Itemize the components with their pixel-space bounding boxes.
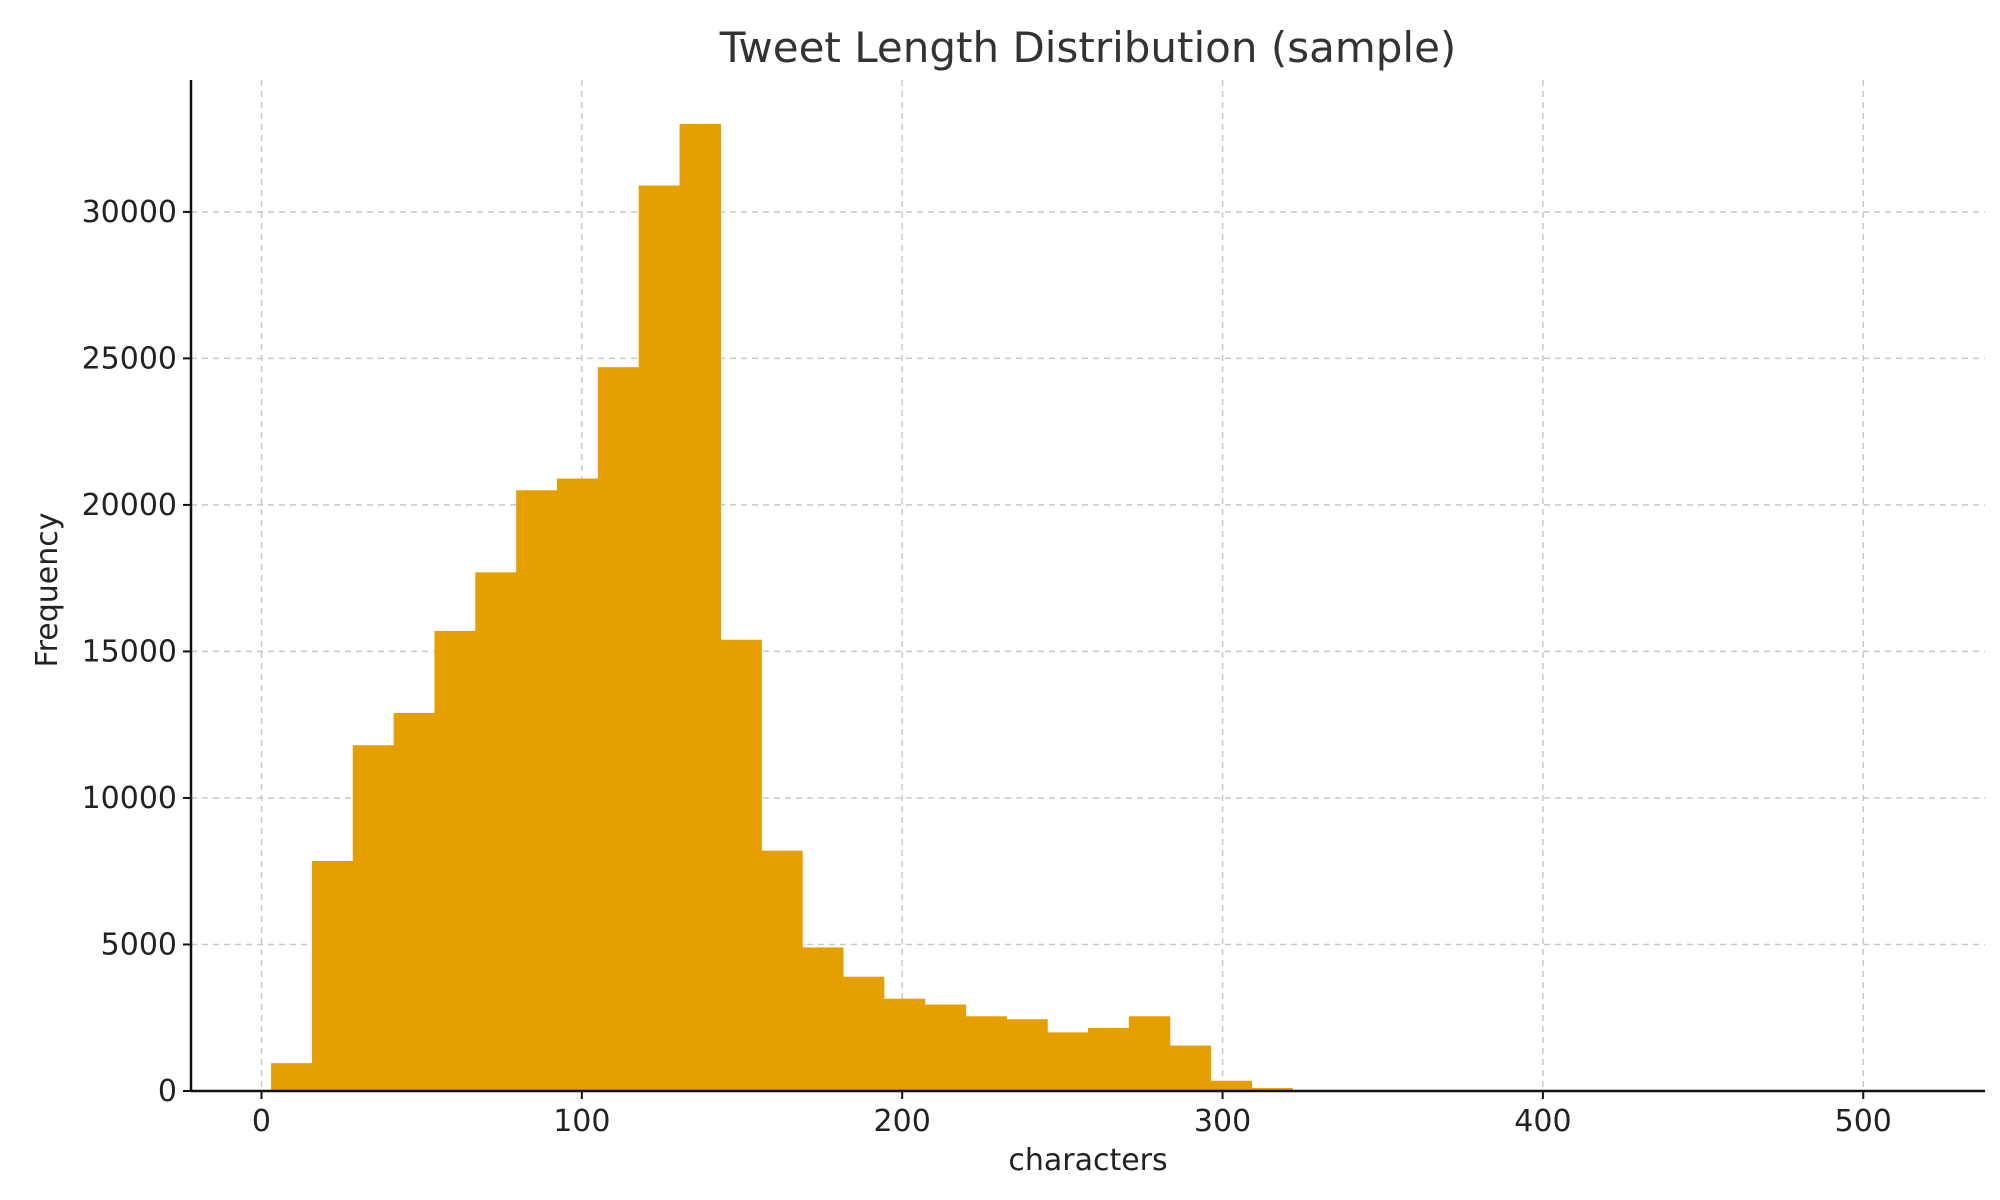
histogram-bar <box>924 1004 967 1091</box>
x-tick-label: 300 <box>1194 1104 1251 1139</box>
y-tick-label: 30000 <box>82 195 177 230</box>
histogram-bar <box>965 1016 1007 1091</box>
histogram-bar <box>1128 1016 1171 1091</box>
x-tick-label: 200 <box>874 1104 931 1139</box>
histogram-bar <box>271 1063 313 1091</box>
histogram-bar <box>352 745 395 1091</box>
histogram-bar <box>1169 1045 1212 1091</box>
y-tick-label: 5000 <box>101 927 177 962</box>
y-axis-ticks: 0 5000 10000 15000 20000 25000 30000 <box>82 195 191 1109</box>
histogram-bar <box>1047 1032 1089 1091</box>
histogram-bar <box>883 998 926 1091</box>
histogram-bar <box>597 367 640 1091</box>
y-axis-label: Frequency <box>30 513 65 668</box>
y-tick-label: 25000 <box>82 341 177 376</box>
histogram-bar <box>1088 1027 1130 1091</box>
histogram-bars <box>271 123 1293 1091</box>
y-tick-label: 20000 <box>82 488 177 523</box>
x-tick-label: 400 <box>1514 1104 1571 1139</box>
y-tick-label: 15000 <box>82 634 177 669</box>
histogram-bar <box>842 976 885 1091</box>
x-tick-label: 500 <box>1835 1104 1892 1139</box>
histogram-bar <box>761 850 803 1091</box>
x-tick-label: 0 <box>252 1104 271 1139</box>
histogram-bar <box>311 860 354 1091</box>
histogram-bar <box>475 572 517 1091</box>
histogram-bar <box>679 123 721 1091</box>
histogram-bar <box>1006 1019 1048 1091</box>
y-tick-label: 10000 <box>82 781 177 816</box>
histogram-bar <box>720 639 762 1091</box>
axes <box>189 80 1985 1093</box>
histogram-bar <box>434 630 476 1091</box>
histogram-bar <box>516 490 558 1091</box>
x-axis-ticks: 0 100 200 300 400 500 <box>252 1091 1892 1139</box>
histogram-bar <box>557 478 599 1091</box>
x-tick-label: 100 <box>553 1104 610 1139</box>
chart-title: Tweet Length Distribution (sample) <box>719 23 1457 72</box>
histogram-bar <box>638 185 681 1091</box>
histogram-bar <box>802 947 844 1091</box>
histogram-bar <box>393 712 436 1091</box>
y-tick-label: 0 <box>158 1074 177 1109</box>
x-axis-label: characters <box>1008 1143 1167 1178</box>
histogram-bar <box>1210 1080 1252 1091</box>
histogram-bar <box>1251 1088 1293 1091</box>
